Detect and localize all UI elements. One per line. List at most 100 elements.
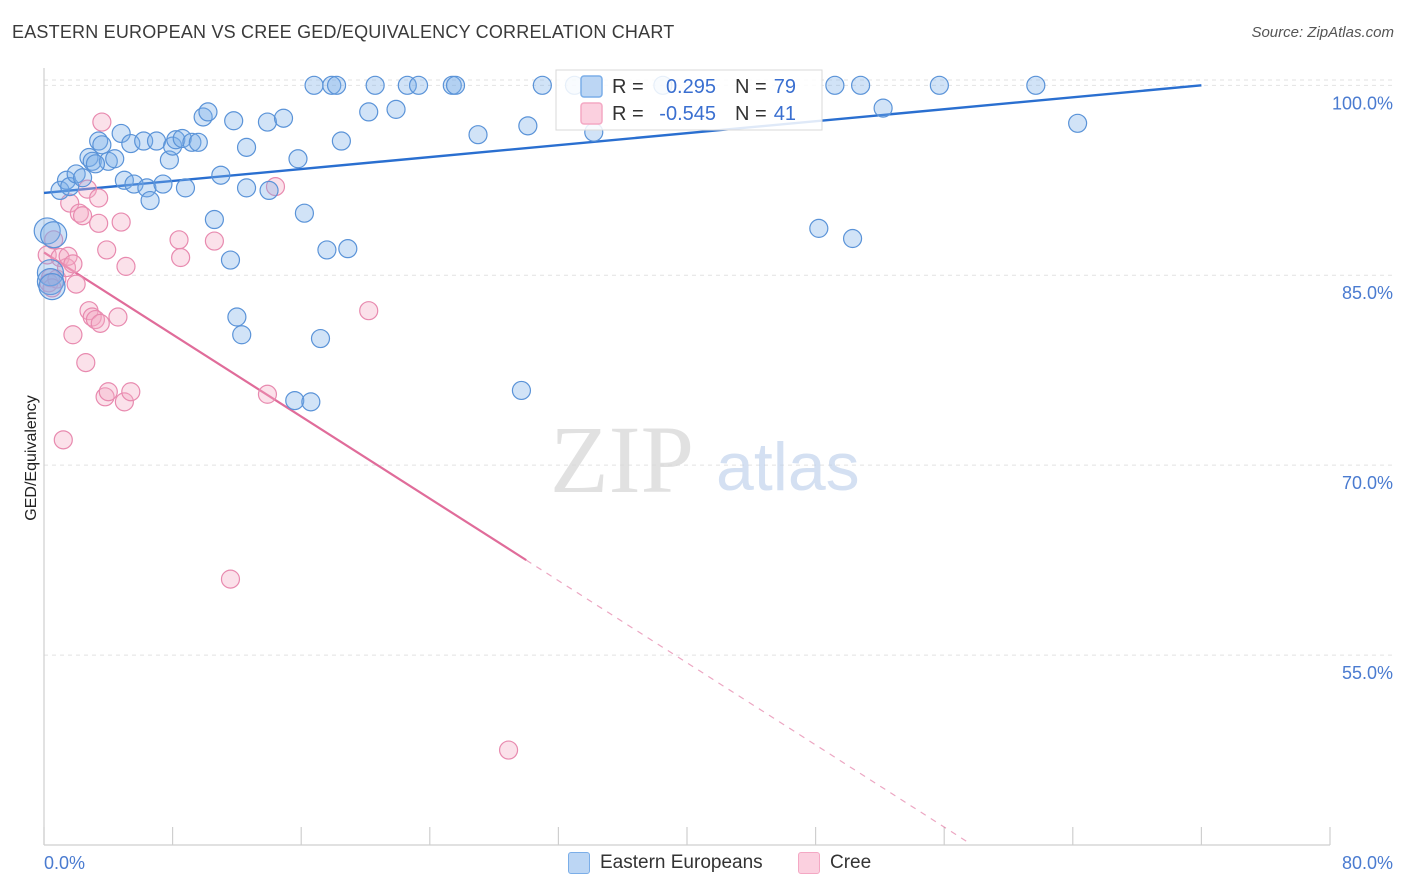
- legend-r-value: -0.545: [659, 103, 716, 125]
- cree-point: [121, 382, 141, 402]
- cree-point: [63, 325, 83, 345]
- eastern-european-point: [310, 328, 331, 349]
- eastern-european-point: [322, 75, 342, 95]
- cree-point: [171, 247, 191, 268]
- eastern-european-point: [236, 178, 257, 198]
- eastern-european-point: [105, 149, 125, 169]
- eastern-european-point: [518, 116, 538, 136]
- eastern-european-point: [85, 154, 106, 174]
- eastern-european-point: [809, 218, 829, 238]
- eastern-european-point: [211, 165, 231, 185]
- legend-swatch: [580, 75, 603, 98]
- watermark-atlas: atlas: [716, 429, 860, 505]
- eastern-european-point: [386, 99, 406, 119]
- eastern-european-point: [1068, 113, 1088, 133]
- legend-swatch: [580, 102, 603, 125]
- cree-point: [76, 353, 96, 373]
- legend-r-label: R =: [612, 76, 644, 98]
- eastern-european-point: [257, 112, 278, 132]
- eastern-european-point: [331, 131, 351, 151]
- eastern-european-point: [40, 221, 68, 249]
- watermark-zip: ZIP: [550, 406, 694, 513]
- legend-n-label: N =: [735, 76, 767, 98]
- x-tick-label: 0.0%: [44, 853, 85, 873]
- legend-n-label: N =: [735, 103, 767, 125]
- eastern-european-point: [166, 130, 186, 150]
- eastern-european-point: [359, 102, 379, 122]
- cree-trendline-extension: [525, 559, 969, 843]
- cree-point: [69, 203, 89, 223]
- eastern-european-point: [50, 180, 70, 201]
- eastern-european-point: [873, 98, 893, 118]
- cree-points: [37, 112, 519, 760]
- eastern-european-point: [175, 178, 196, 198]
- source-label: Source: ZipAtlas.com: [1251, 24, 1394, 41]
- eastern-european-point: [204, 209, 224, 230]
- cree-point: [63, 254, 83, 274]
- eastern-european-point: [220, 250, 241, 270]
- eastern-european-point: [198, 102, 218, 122]
- eastern-european-point: [301, 392, 321, 412]
- eastern-european-point: [146, 131, 167, 151]
- eastern-european-point: [273, 108, 294, 128]
- eastern-european-trendline: [43, 84, 1202, 195]
- cree-point: [204, 231, 224, 251]
- cree-point: [111, 212, 131, 232]
- cree-point: [98, 382, 118, 402]
- eastern-european-point: [511, 380, 532, 401]
- watermark: ZIP atlas: [550, 406, 860, 513]
- eastern-european-point: [317, 240, 337, 260]
- eastern-european-point: [38, 273, 66, 301]
- cree-point: [89, 213, 109, 233]
- cree-point: [66, 274, 86, 294]
- legend-swatch-pink: [798, 852, 820, 874]
- cree-point: [498, 740, 519, 760]
- eastern-european-point: [188, 132, 208, 152]
- legend-item-eastern-europeans[interactable]: Eastern Europeans: [568, 852, 763, 874]
- cree-point: [89, 188, 109, 208]
- eastern-european-point: [1026, 75, 1046, 95]
- eastern-european-point: [227, 307, 247, 327]
- eastern-european-point: [182, 132, 202, 152]
- eastern-european-point: [236, 137, 257, 157]
- eastern-european-point: [114, 170, 134, 190]
- legend-n-value: 41: [774, 103, 796, 125]
- eastern-european-point: [294, 203, 315, 223]
- chart-title: EASTERN EUROPEAN VS CREE GED/EQUIVALENCY…: [12, 22, 675, 42]
- eastern-european-point: [172, 128, 192, 149]
- eastern-european-point: [825, 75, 845, 95]
- cree-trendline: [43, 251, 527, 562]
- cree-point: [108, 307, 128, 327]
- eastern-european-point: [89, 131, 109, 151]
- y-tick-label: 100.0%: [1332, 93, 1393, 113]
- cree-point: [114, 392, 134, 412]
- legend-item-cree[interactable]: Cree: [798, 852, 871, 874]
- grid-lines: [44, 79, 1394, 656]
- eastern-european-point: [82, 151, 102, 171]
- eastern-european-point: [304, 75, 324, 95]
- y-axis-title: GED/Equivalency: [23, 395, 40, 520]
- eastern-european-point: [408, 75, 429, 95]
- cree-point: [72, 206, 93, 226]
- legend-swatch-blue: [568, 852, 590, 874]
- legend-r-label: R =: [612, 103, 644, 125]
- legend-n-value: 79: [774, 76, 796, 98]
- eastern-european-point: [532, 75, 552, 95]
- cree-point: [97, 240, 117, 260]
- legend-r-value: 0.295: [666, 76, 716, 98]
- cree-point: [95, 387, 115, 407]
- eastern-european-point: [153, 174, 173, 194]
- eastern-european-point: [232, 325, 252, 345]
- eastern-european-point: [224, 111, 244, 131]
- eastern-european-point: [842, 228, 863, 249]
- trend-lines: [43, 84, 1202, 843]
- correlation-legend: R = 0.295 N = 79 R = -0.545 N = 41: [555, 69, 823, 131]
- eastern-european-point: [365, 75, 385, 95]
- eastern-european-point: [929, 75, 949, 95]
- legend-label-cree: Cree: [830, 852, 872, 873]
- eastern-european-point: [72, 168, 93, 188]
- eastern-european-point: [36, 259, 65, 287]
- eastern-european-point: [468, 125, 488, 145]
- eastern-european-point: [397, 75, 417, 95]
